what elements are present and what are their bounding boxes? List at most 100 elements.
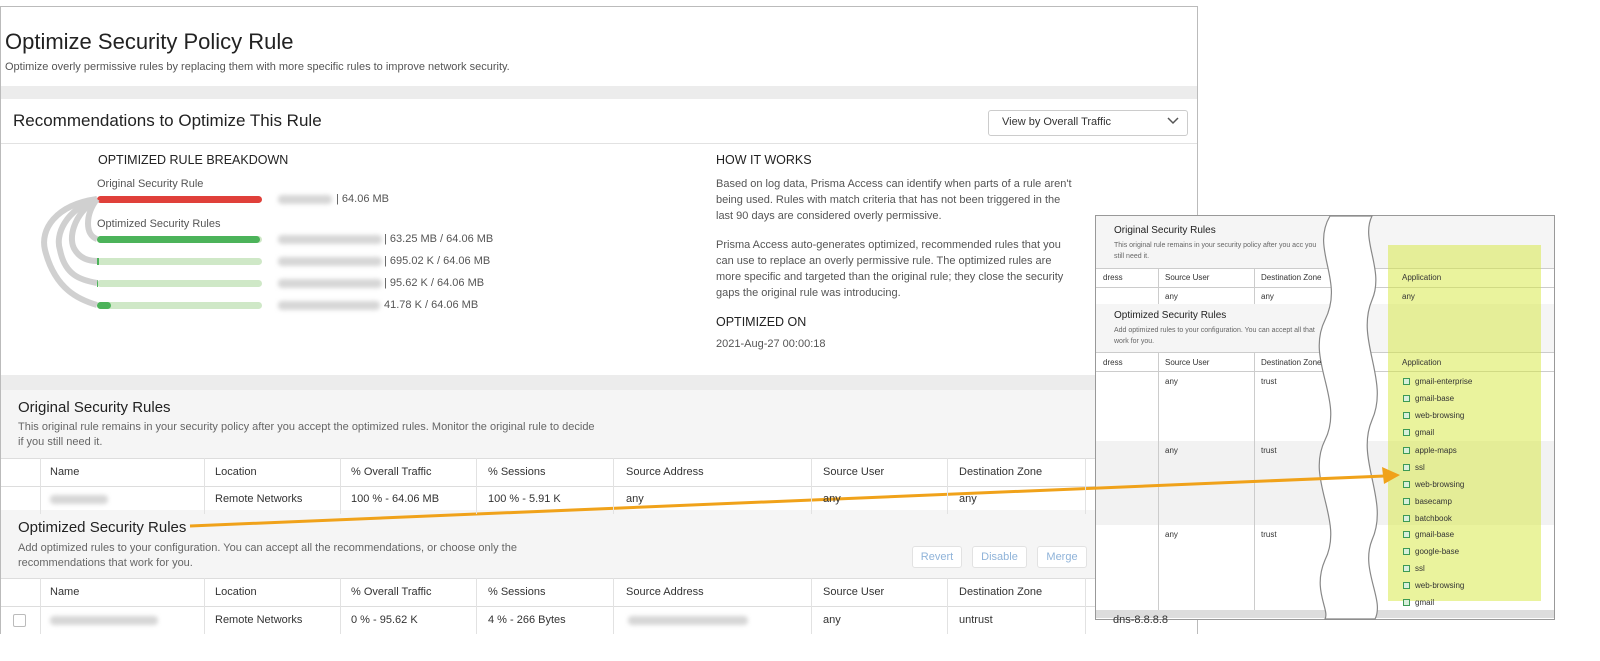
inset-cell: trust bbox=[1261, 377, 1277, 386]
optimized-label: Optimized Security Rules bbox=[97, 218, 221, 230]
inset-app: web-browsing bbox=[1415, 480, 1465, 489]
col-line bbox=[1085, 578, 1086, 634]
inset-app: batchbook bbox=[1415, 514, 1452, 523]
inset-column: Source User bbox=[1165, 358, 1210, 367]
app-icon bbox=[1403, 582, 1410, 589]
table-title: Original Security Rules bbox=[18, 399, 171, 416]
column-header: Source User bbox=[823, 586, 885, 598]
cell: dns-8.8.8.8 bbox=[1113, 614, 1169, 626]
cell: Remote Networks bbox=[215, 493, 303, 505]
optimized-value: | 695.02 K / 64.06 MB bbox=[384, 255, 491, 267]
column-header: Destination Zone bbox=[959, 466, 1043, 478]
col-line bbox=[1085, 458, 1086, 514]
column-header: Name bbox=[50, 586, 80, 598]
highlight bbox=[1388, 245, 1541, 601]
dropdown-label[interactable]: View by Overall Traffic bbox=[1002, 116, 1112, 128]
inset-cell: any bbox=[1165, 292, 1178, 301]
inset-column: dress bbox=[1103, 273, 1123, 282]
col-line bbox=[613, 578, 614, 634]
inset-description: This original rule remains in your secur… bbox=[1114, 242, 1317, 260]
cell: any bbox=[959, 493, 977, 505]
page-subtitle: Optimize overly permissive rules by repl… bbox=[5, 61, 510, 73]
app-icon bbox=[1403, 395, 1410, 402]
inset-app: ssl bbox=[1415, 463, 1425, 472]
how-paragraph: Prisma Access auto-generates optimized, … bbox=[716, 239, 1064, 299]
app-icon bbox=[1403, 565, 1410, 572]
page-title: Optimize Security Policy Rule bbox=[5, 29, 294, 54]
table-description: Add optimized rules to your configuratio… bbox=[18, 542, 517, 569]
optimized-value: | 95.62 K / 64.06 MB bbox=[384, 277, 485, 289]
col-line bbox=[204, 458, 205, 514]
col-line bbox=[811, 578, 812, 634]
app-icon bbox=[1403, 548, 1410, 555]
inset-cell: trust bbox=[1261, 530, 1277, 539]
col-line bbox=[947, 578, 948, 634]
col-line bbox=[340, 578, 341, 634]
inset-cell: any bbox=[1165, 446, 1178, 455]
row-divider bbox=[1, 486, 1197, 487]
action-button[interactable]: Disable bbox=[981, 551, 1018, 563]
original-label: Original Security Rule bbox=[97, 178, 204, 190]
inset-col-line bbox=[1158, 268, 1159, 304]
app-icon bbox=[1403, 412, 1410, 419]
blurred-name bbox=[50, 616, 158, 625]
cell: 4 % - 266 Bytes bbox=[488, 614, 566, 626]
inset-description: Add optimized rules to your configuratio… bbox=[1114, 327, 1315, 345]
inset-app: google-base bbox=[1415, 547, 1460, 556]
inset-app: apple-maps bbox=[1415, 446, 1457, 455]
divider bbox=[1, 143, 1197, 144]
button-frame[interactable] bbox=[1037, 546, 1087, 568]
col-line bbox=[40, 458, 41, 514]
dropdown[interactable] bbox=[988, 110, 1188, 136]
col-line bbox=[947, 458, 948, 514]
inset-title: Original Security Rules bbox=[1114, 225, 1216, 236]
column-header: Location bbox=[215, 466, 257, 478]
button-frame[interactable] bbox=[912, 546, 962, 568]
col-line bbox=[476, 578, 477, 634]
app-icon bbox=[1403, 378, 1410, 385]
button-frame[interactable] bbox=[972, 546, 1027, 568]
column-header: % Overall Traffic bbox=[351, 586, 432, 598]
cell: any bbox=[823, 493, 841, 505]
optimized-on-value: 2021-Aug-27 00:00:18 bbox=[716, 338, 826, 350]
inset-col-line bbox=[1254, 268, 1255, 304]
cell: untrust bbox=[959, 614, 993, 626]
inset-cell: any bbox=[1261, 292, 1274, 301]
cell: 100 % - 64.06 MB bbox=[351, 493, 440, 505]
inset-app: gmail-base bbox=[1415, 530, 1455, 539]
inset-app: basecamp bbox=[1415, 497, 1452, 506]
blurred-name bbox=[50, 495, 108, 504]
column-header: Destination Zone bbox=[959, 586, 1043, 598]
app-icon bbox=[1403, 498, 1410, 505]
app-icon bbox=[1403, 464, 1410, 471]
cell: any bbox=[626, 493, 644, 505]
action-button[interactable]: Merge bbox=[1046, 551, 1078, 563]
inset-app: gmail bbox=[1415, 428, 1435, 437]
column-header: % Sessions bbox=[488, 466, 546, 478]
table-description: This original rule remains in your secur… bbox=[18, 421, 595, 448]
inset-app: ssl bbox=[1415, 564, 1425, 573]
checkbox[interactable] bbox=[13, 614, 26, 627]
col-line bbox=[811, 458, 812, 514]
inset-column: dress bbox=[1103, 358, 1123, 367]
bar-track bbox=[97, 236, 262, 243]
column-header: % Sessions bbox=[488, 586, 546, 598]
column-header: % Overall Traffic bbox=[351, 466, 432, 478]
action-button[interactable]: Revert bbox=[920, 551, 954, 563]
column-header: Name bbox=[50, 466, 80, 478]
column-header: Source Address bbox=[626, 466, 704, 478]
how-heading: HOW IT WORKS bbox=[716, 153, 812, 167]
section-title: Recommendations to Optimize This Rule bbox=[13, 111, 322, 130]
app-icon bbox=[1403, 481, 1410, 488]
divider-band bbox=[1, 375, 1197, 390]
original-value: | 64.06 MB bbox=[336, 193, 389, 205]
inset-cell: any bbox=[1165, 530, 1178, 539]
col-line bbox=[204, 578, 205, 634]
col-line bbox=[613, 458, 614, 514]
cell: 0 % - 95.62 K bbox=[351, 614, 418, 626]
table-title: Optimized Security Rules bbox=[18, 519, 187, 536]
blurred-address bbox=[628, 616, 748, 625]
inset-app: gmail-enterprise bbox=[1415, 377, 1473, 386]
inset-column: Destination Zone bbox=[1261, 358, 1322, 367]
